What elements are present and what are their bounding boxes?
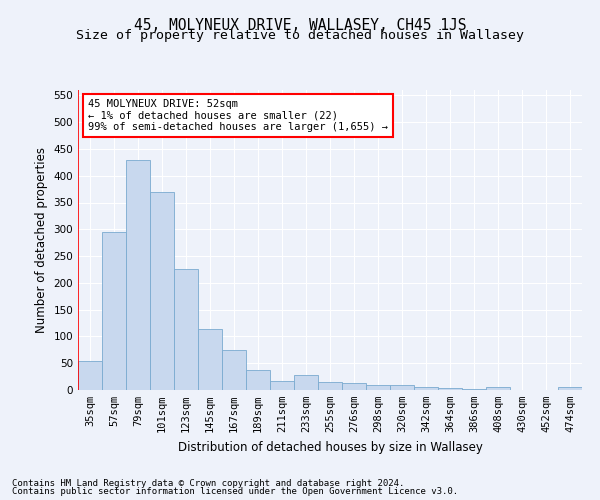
Bar (462, 389, 486, 390)
Text: Size of property relative to detached houses in Wallasey: Size of property relative to detached ho… (76, 29, 524, 42)
Bar (366, 384, 390, 390)
Bar (150, 192, 174, 390)
Text: 45 MOLYNEUX DRIVE: 52sqm
← 1% of detached houses are smaller (22)
99% of semi-de: 45 MOLYNEUX DRIVE: 52sqm ← 1% of detache… (88, 99, 388, 132)
Bar (246, 370, 270, 390)
Bar (558, 388, 582, 390)
Bar (126, 160, 150, 390)
Text: Contains public sector information licensed under the Open Government Licence v3: Contains public sector information licen… (12, 487, 458, 496)
Bar (342, 383, 366, 390)
Bar (174, 270, 198, 390)
Text: Contains HM Land Registry data © Crown copyright and database right 2024.: Contains HM Land Registry data © Crown c… (12, 478, 404, 488)
Bar (318, 382, 342, 390)
Text: 45, MOLYNEUX DRIVE, WALLASEY, CH45 1JS: 45, MOLYNEUX DRIVE, WALLASEY, CH45 1JS (134, 18, 466, 32)
Bar (78, 360, 102, 390)
Bar (294, 375, 318, 390)
Bar (198, 330, 222, 390)
Bar (390, 384, 414, 390)
Bar (270, 381, 294, 390)
X-axis label: Distribution of detached houses by size in Wallasey: Distribution of detached houses by size … (178, 440, 482, 454)
Bar (222, 350, 246, 390)
Bar (486, 387, 510, 390)
Bar (102, 232, 126, 390)
Y-axis label: Number of detached properties: Number of detached properties (35, 147, 48, 333)
Bar (438, 388, 462, 390)
Bar (414, 388, 438, 390)
